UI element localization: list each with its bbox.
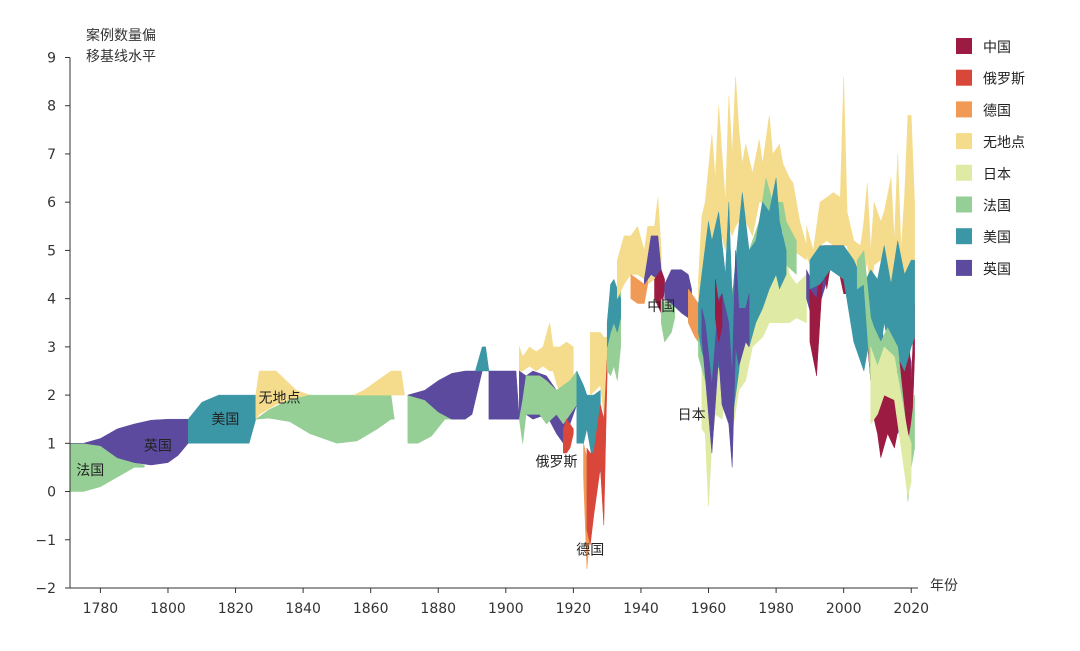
stream-segment-4 (255, 394, 395, 444)
legend-swatch (956, 164, 972, 181)
stream-segment-13 (563, 418, 574, 454)
legend-label: 法国 (983, 199, 1011, 215)
x-axis-ticks: 1780 1800 1820 1840 1860 1880 1900 1920 1940 1960… (83, 588, 929, 617)
y-axis-title-line-1: 案例数量偏 (86, 27, 156, 44)
y-tick-label: 9 (47, 51, 56, 67)
y-tick-label: 2 (47, 388, 56, 404)
stream-segment-3 (255, 370, 311, 420)
stream-layers (69, 76, 915, 569)
x-tick-label: 1820 (218, 601, 254, 617)
y-tick-label: 1 (47, 436, 56, 452)
x-tick-label: 1780 (83, 601, 119, 617)
stream-segment-5 (353, 370, 405, 396)
y-tick-label: 4 (47, 292, 56, 308)
annotation-label: 美国 (211, 412, 239, 428)
y-axis-title-line-2: 移基线水平 (86, 48, 156, 65)
legend-swatch (956, 228, 972, 245)
x-tick-label: 1980 (758, 601, 794, 617)
x-tick-label: 2020 (893, 601, 929, 617)
y-tick-label: 0 (47, 485, 56, 501)
annotation-label: 俄罗斯 (536, 455, 578, 471)
x-tick-label: 1900 (488, 601, 524, 617)
x-tick-label: 1800 (150, 601, 186, 617)
legend-swatch (956, 101, 972, 118)
annotation-label: 日本 (678, 407, 706, 423)
annotation-label: 中国 (647, 299, 675, 315)
legend-label: 中国 (983, 40, 1011, 56)
annotation-label: 德国 (576, 542, 604, 558)
legend-label: 日本 (983, 167, 1011, 183)
legend-swatch (956, 196, 972, 213)
x-tick-label: 1840 (285, 601, 321, 617)
annotation-label: 英国 (144, 438, 172, 455)
y-axis-ticks: −2 −1 0 1 2 3 4 5 6 7 8 9 (35, 51, 70, 597)
x-axis-title: 年份 (930, 578, 958, 594)
legend-label: 德国 (983, 103, 1011, 119)
y-tick-label: 8 (47, 99, 56, 115)
legend-swatch (956, 133, 972, 150)
y-tick-label: −2 (35, 581, 56, 597)
y-tick-label: 7 (47, 147, 56, 163)
y-tick-label: −1 (35, 533, 56, 549)
stream-segment-32 (715, 279, 723, 343)
annotation-label: 无地点 (258, 391, 300, 407)
stream-segment-9 (488, 370, 520, 420)
stream-segment-8 (475, 346, 490, 372)
stream-segment-31 (701, 250, 750, 468)
y-tick-label: 5 (47, 243, 56, 259)
legend-swatch (956, 38, 972, 54)
x-tick-label: 2000 (826, 601, 862, 617)
stream-segment-27 (698, 76, 807, 299)
stream-segment-21 (630, 274, 648, 304)
x-tick-label: 1920 (556, 601, 592, 617)
legend-label: 美国 (983, 230, 1011, 246)
legend-label: 俄罗斯 (983, 72, 1025, 88)
annotation-label: 法国 (76, 463, 104, 479)
legend-label: 无地点 (983, 135, 1025, 151)
x-tick-label: 1940 (623, 601, 659, 617)
x-tick-label: 1880 (420, 601, 456, 617)
stream-segment-24 (660, 293, 675, 343)
y-tick-label: 3 (47, 340, 56, 356)
y-tick-label: 6 (47, 195, 56, 211)
x-tick-label: 1960 (691, 601, 727, 617)
legend-swatch (956, 69, 972, 86)
x-tick-label: 1860 (353, 601, 389, 617)
stream-segment-38 (870, 346, 912, 497)
legend-swatch (956, 259, 972, 276)
legend-label: 英国 (983, 261, 1011, 278)
